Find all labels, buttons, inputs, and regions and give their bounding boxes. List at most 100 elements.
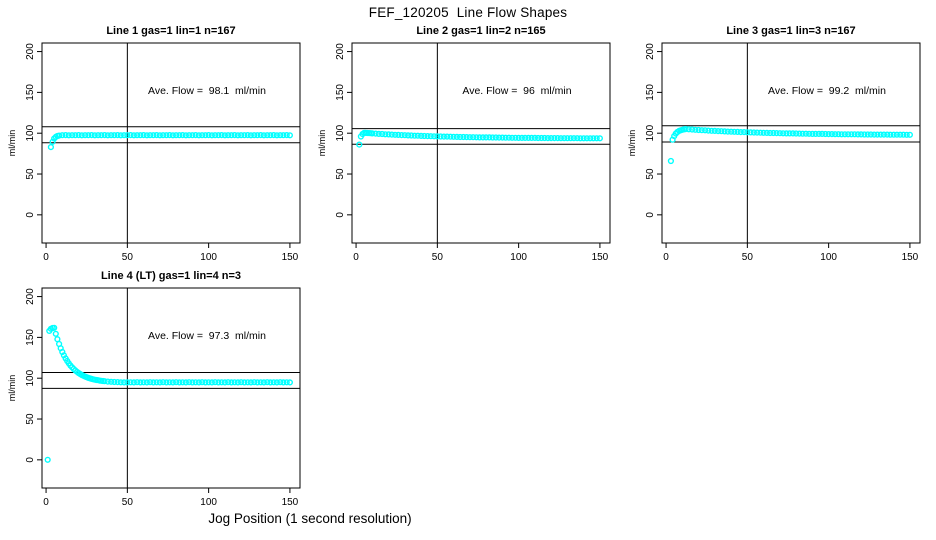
data-point (160, 132, 167, 139)
data-point (379, 130, 386, 138)
x-tick-label: 150 (902, 252, 919, 263)
data-point (47, 144, 55, 151)
data-point (792, 130, 800, 137)
data-point (825, 131, 832, 138)
plot-box (661, 42, 921, 244)
data-point (372, 130, 379, 137)
data-point (150, 132, 157, 139)
data-point (134, 379, 141, 386)
y-tick-label: 50 (25, 168, 36, 180)
data-point (375, 130, 382, 138)
data-point (900, 131, 907, 138)
average-flow-annotation: Ave. Flow = 98.1 ml/min (148, 85, 266, 97)
data-point (85, 132, 92, 139)
data-point (124, 132, 131, 139)
data-point (156, 132, 164, 139)
data-point (760, 129, 767, 136)
data-point (476, 134, 483, 141)
x-tick-label: 100 (820, 252, 837, 263)
data-point (770, 129, 777, 137)
data-point (173, 379, 180, 386)
data-point (714, 128, 722, 135)
subplot-1: 0 50 100 150 0 50 100 150 200 ml/min Line 1 gas=1 … (7, 25, 301, 263)
data-point (521, 134, 529, 142)
data-point (234, 379, 242, 386)
data-point (705, 127, 712, 134)
subplot-title: Line 1 gas=1 lin=1 n=167 (106, 25, 235, 37)
subplot-title: Line 3 gas=1 lin=3 n=167 (726, 25, 855, 37)
data-point (62, 132, 69, 139)
data-point (267, 132, 274, 139)
data-point (395, 131, 402, 139)
data-point (186, 379, 193, 386)
x-axis-label: Jog Position (1 second resolution) (208, 511, 412, 526)
average-flow-annotation: Ave. Flow = 97.3 ml/min (148, 330, 266, 342)
data-point (695, 126, 702, 134)
y-tick-label: 100 (25, 124, 36, 141)
data-point (264, 379, 271, 386)
data-point (238, 379, 245, 386)
data-point (176, 132, 183, 139)
data-point (369, 130, 376, 137)
data-point (163, 132, 170, 139)
data-point (111, 132, 118, 139)
x-tick-label: 50 (742, 252, 754, 263)
data-point (54, 336, 61, 343)
data-point (244, 132, 251, 139)
data-point (286, 379, 294, 386)
data-point (544, 135, 552, 142)
data-point (903, 131, 910, 138)
data-point (286, 132, 294, 139)
data-point (779, 130, 787, 137)
data-point (796, 130, 803, 137)
x-tick-label: 0 (43, 252, 49, 263)
data-point (854, 131, 862, 138)
data-point (260, 379, 268, 386)
data-point (143, 379, 151, 386)
y-axis-label: ml/min (7, 130, 17, 157)
data-point (189, 132, 196, 139)
data-point (541, 134, 548, 142)
data-point (718, 128, 725, 135)
data-point (711, 127, 718, 135)
y-tick-label: 0 (25, 457, 36, 463)
data-point (460, 133, 467, 141)
y-tick-label: 200 (335, 43, 346, 60)
data-point (727, 128, 735, 135)
data-point (398, 132, 405, 139)
data-point (186, 132, 193, 139)
data-point (127, 132, 134, 139)
data-point (766, 129, 774, 137)
data-point (848, 131, 855, 138)
data-point (101, 132, 108, 139)
data-point (701, 127, 709, 134)
data-point (91, 132, 98, 139)
data-point (140, 132, 147, 139)
data-point (753, 129, 761, 136)
data-point (254, 379, 261, 386)
data-point (447, 133, 454, 140)
data-point (580, 135, 587, 142)
data-point (273, 379, 281, 386)
data-point (130, 379, 138, 386)
data-point (786, 130, 793, 137)
data-point (212, 379, 219, 386)
data-point (737, 129, 744, 136)
data-point (757, 129, 764, 136)
data-point (195, 379, 203, 386)
data-point (202, 132, 209, 139)
data-point (512, 134, 519, 141)
data-point (169, 132, 177, 139)
data-point (251, 379, 258, 386)
data-point (169, 379, 177, 386)
data-point (721, 128, 728, 135)
data-point (388, 131, 395, 138)
data-point (218, 379, 225, 386)
data-point (496, 134, 503, 141)
data-point (789, 130, 797, 137)
data-point (740, 129, 748, 136)
data-point (880, 131, 888, 138)
data-point (137, 379, 144, 386)
data-point (747, 129, 754, 136)
data-point (763, 129, 771, 137)
